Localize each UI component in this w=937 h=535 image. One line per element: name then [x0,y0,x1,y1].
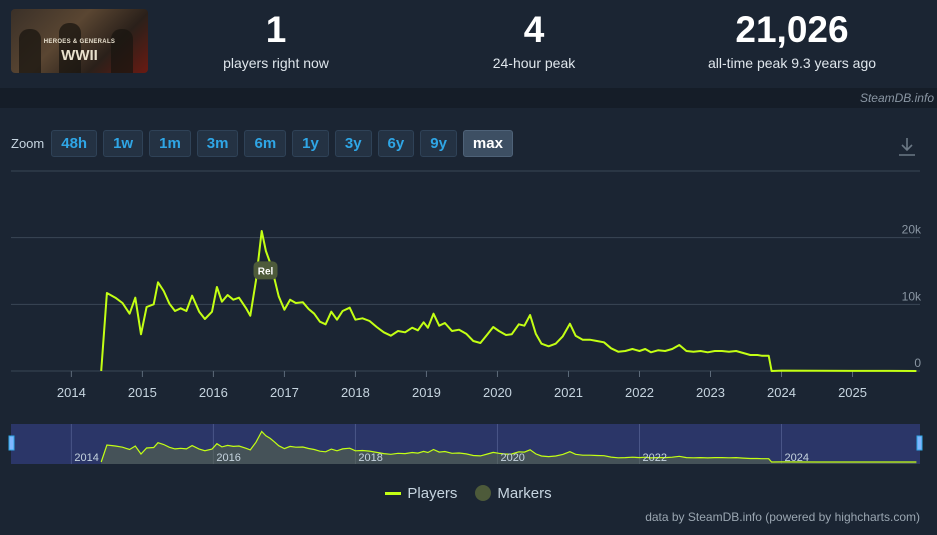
stat-value: 21,026 [735,9,849,50]
zoom-controls: Zoom 48h 1w 1m 3m 6m 1y 3y 6y 9y max [11,129,519,158]
zoom-button-1w[interactable]: 1w [103,130,144,157]
stat-value: 1 [265,9,287,50]
x-tick-label: 2015 [128,385,157,400]
marker-badge [253,261,278,280]
x-tick-label: 2016 [199,385,228,400]
chart-markers[interactable]: Rel [253,261,278,280]
x-tick-label: 2021 [554,385,583,400]
y-tick-label: 20k [902,223,922,237]
navigator-tick-label: 2022 [642,452,666,464]
legend-label: Players [407,484,458,502]
zoom-label: Zoom [11,136,45,151]
soldier-silhouette-icon [111,29,133,73]
zoom-button-9y[interactable]: 9y [420,130,457,157]
stat-label: 24-hour peak [492,55,576,71]
event-marker[interactable]: Rel [253,261,278,280]
legend-label: Markers [497,484,552,502]
game-logo-subtext: WWII [61,47,98,64]
zoom-button-1m[interactable]: 1m [149,130,191,157]
zoom-button-48h[interactable]: 48h [51,130,98,157]
legend-item-markers[interactable]: Markers [475,484,552,502]
x-axis-labels: 2014 2015 2016 2017 2018 2019 2020 2021 2022 2023… [57,371,867,400]
navigator-series-area [101,431,917,464]
player-chart: 0 10k 20k 2014 2015 2016 2017 2018 2019 2020 2021… [8,170,923,464]
soldier-silhouette-icon [19,29,41,73]
credit-band: SteamDB.info [0,88,937,108]
navigator-tick-label: 2020 [500,452,524,464]
steamdb-credit[interactable]: SteamDB.info [859,91,934,105]
zoom-button-3y[interactable]: 3y [334,130,372,157]
x-tick-label: 2024 [767,385,796,400]
chart-legend: Players Markers [0,482,937,504]
navigator-tick-label: 2014 [74,452,98,464]
download-icon[interactable] [897,136,917,158]
y-tick-label: 0 [914,356,921,370]
header: HEROES & GENERALS WWII 1 players right n… [0,0,937,88]
legend-item-players[interactable]: Players [385,485,457,502]
stat-all-time-peak: 21,026 all-time peak 9.3 years ago [672,8,912,71]
navigator-series-line [100,430,917,463]
chart-grid [11,170,920,372]
navigator-handle-left[interactable] [8,435,15,451]
markers-dot-icon [475,485,492,501]
navigator-labels: 2014 2016 2018 2020 2022 2024 [74,452,809,464]
marker-label: Rel [258,266,274,277]
zoom-button-1y[interactable]: 1y [292,130,329,157]
soldier-silhouette-icon [59,23,81,73]
y-tick-label: 10k [902,289,922,303]
y-axis-labels: 0 10k 20k [902,223,922,370]
zoom-button-max[interactable]: max [462,130,513,157]
x-tick-label: 2019 [412,385,441,400]
footer-credit[interactable]: data by SteamDB.info (powered by highcha… [645,510,920,524]
stat-label: players right now [223,55,329,71]
x-tick-label: 2014 [57,385,86,400]
zoom-button-3m[interactable]: 3m [196,130,239,157]
stat-label: all-time peak 9.3 years ago [707,55,877,71]
game-logo-image[interactable]: HEROES & GENERALS WWII [11,9,148,73]
x-tick-label: 2022 [625,385,654,400]
navigator-tick-label: 2018 [358,452,382,464]
stat-value: 4 [523,9,545,50]
game-logo-text: HEROES & GENERALS [43,39,116,45]
players-line-icon [385,491,402,495]
x-tick-label: 2017 [270,385,299,400]
navigator-tick-label: 2024 [785,452,809,464]
stat-players-now: 1 players right now [196,8,356,71]
navigator-tick-label: 2016 [216,452,240,464]
x-tick-label: 2023 [696,385,725,400]
zoom-button-6y[interactable]: 6y [377,130,415,157]
players-series-line [100,230,917,372]
x-tick-label: 2025 [838,385,867,400]
stat-24h-peak: 4 24-hour peak [454,8,614,71]
x-tick-label: 2018 [341,385,370,400]
zoom-button-6m[interactable]: 6m [244,130,287,157]
navigator-handle-right[interactable] [916,435,923,451]
x-tick-label: 2020 [483,385,512,400]
